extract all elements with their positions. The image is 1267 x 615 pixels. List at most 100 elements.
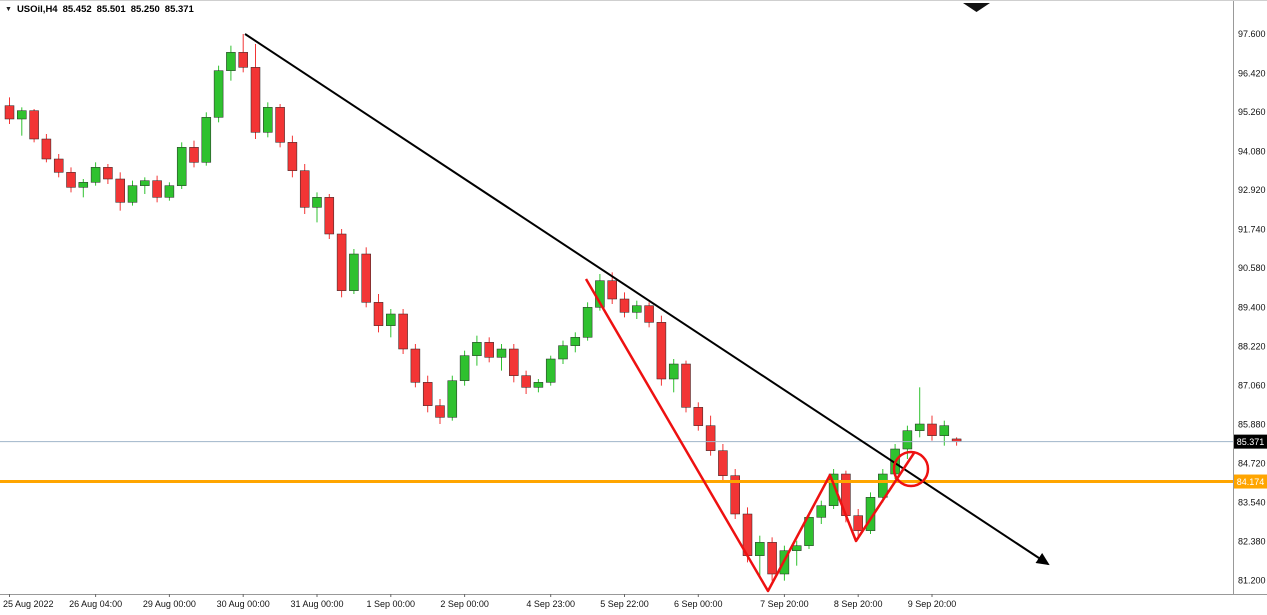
time-tick-label: 4 Sep 23:00 — [526, 599, 575, 609]
candle-body — [804, 517, 814, 546]
time-scale[interactable]: 25 Aug 2022 26 Aug 04:00 29 Aug 00:00 30 Au… — [3, 594, 956, 609]
quote-high: 85.501 — [96, 4, 126, 15]
candle-body — [250, 67, 261, 133]
candle-body — [422, 382, 433, 406]
candle-body — [767, 542, 777, 575]
time-tick-label: 5 Sep 22:00 — [600, 599, 649, 609]
candle-body — [632, 305, 642, 313]
circle-annotation[interactable] — [892, 450, 930, 488]
candle-body — [902, 430, 913, 450]
candle-body — [90, 167, 101, 183]
quote-low: 85.250 — [130, 4, 160, 15]
level-price-badge-text: 84.174 — [1237, 477, 1265, 487]
candle-body — [41, 138, 52, 160]
time-tick-label: 1 Sep 00:00 — [367, 599, 416, 609]
chart-shift-marker-icon[interactable] — [963, 3, 990, 12]
candle-body — [533, 382, 544, 388]
symbol-dropdown-icon[interactable]: ▼ — [5, 6, 12, 13]
candle-body — [373, 302, 384, 326]
time-tick-label: 2 Sep 00:00 — [440, 599, 489, 609]
time-tick-label: 8 Sep 20:00 — [834, 599, 883, 609]
candle-body — [127, 185, 138, 203]
price-tick-label: 90.580 — [1238, 263, 1266, 273]
candle-body — [816, 505, 827, 518]
candle-body — [521, 375, 531, 388]
candle-body — [914, 423, 925, 431]
candle-body — [828, 473, 839, 506]
candle-body — [176, 147, 187, 186]
candle-body — [619, 298, 630, 313]
price-tick-label: 82.380 — [1238, 536, 1266, 546]
time-tick-label: 26 Aug 04:00 — [69, 599, 122, 609]
price-tick-label: 84.720 — [1238, 458, 1266, 468]
candle-body — [201, 117, 212, 163]
candle-body — [312, 197, 322, 208]
price-tick-label: 95.260 — [1238, 107, 1266, 117]
candle-body — [349, 253, 359, 291]
price-tick-label: 89.400 — [1238, 302, 1266, 312]
candle-body — [213, 70, 224, 118]
candle-body — [263, 107, 273, 133]
candle-body — [853, 515, 863, 531]
candle-body — [755, 542, 765, 556]
time-tick-label: 25 Aug 2022 — [3, 599, 54, 609]
price-tick-label: 96.420 — [1238, 68, 1266, 78]
candle-body — [570, 337, 581, 346]
candle-body — [730, 475, 740, 515]
level-price-badge: 84.174 — [1234, 474, 1267, 489]
candle-body — [607, 280, 617, 300]
price-tick-label: 94.080 — [1238, 146, 1266, 156]
candle-body — [791, 545, 802, 551]
candle-body — [558, 345, 568, 360]
candle-body — [656, 322, 667, 380]
quote-open: 85.452 — [62, 4, 92, 15]
price-tick-label: 83.540 — [1238, 498, 1266, 508]
candle-body — [78, 182, 89, 188]
quote-close: 85.371 — [164, 4, 194, 15]
trendline[interactable] — [244, 33, 1050, 566]
candle-body — [226, 52, 236, 71]
candle-body — [115, 178, 125, 203]
price-scale[interactable]: 97.600 96.420 95.260 94.080 92.920 91.740 90.5… — [1238, 29, 1266, 586]
price-tick-label: 97.600 — [1238, 29, 1266, 39]
candle-body — [459, 355, 470, 381]
time-tick-label: 31 Aug 00:00 — [290, 599, 343, 609]
time-tick-label: 29 Aug 00:00 — [143, 599, 196, 609]
time-tick-label: 9 Sep 20:00 — [908, 599, 957, 609]
time-tick-label: 7 Sep 20:00 — [760, 599, 809, 609]
candle-body — [705, 425, 716, 451]
candle-body — [299, 170, 310, 208]
current-price-badge-text: 85.371 — [1237, 437, 1265, 447]
candle-body — [644, 305, 654, 323]
time-tick-label: 6 Sep 00:00 — [674, 599, 723, 609]
candle-body — [66, 172, 76, 188]
candle-body — [681, 363, 691, 408]
candle-body — [287, 142, 298, 171]
candle-body — [435, 405, 445, 418]
candle-body — [189, 147, 199, 163]
candle-body — [336, 233, 347, 291]
candle-body — [447, 380, 458, 418]
candle-body — [361, 253, 371, 303]
candle-body — [140, 180, 150, 186]
candle-body — [275, 107, 285, 143]
price-tick-label: 88.220 — [1238, 342, 1266, 352]
candle-body — [17, 110, 27, 120]
current-price-badge: 85.371 — [1234, 434, 1267, 449]
time-tick-label: 30 Aug 00:00 — [217, 599, 270, 609]
candle-body — [668, 363, 679, 380]
price-tick-label: 85.880 — [1238, 420, 1266, 430]
price-tick-label: 81.200 — [1238, 576, 1266, 586]
candle-body — [53, 158, 64, 173]
candle-body — [693, 407, 704, 426]
zigzag-annotation[interactable] — [584, 278, 916, 593]
candle-body — [238, 52, 248, 68]
candle-body — [472, 342, 482, 356]
candle-body — [718, 450, 728, 476]
candle-body — [496, 348, 507, 358]
price-tick-label: 92.920 — [1238, 185, 1266, 195]
price-tick-label: 91.740 — [1238, 224, 1266, 234]
candle-body — [509, 348, 519, 376]
